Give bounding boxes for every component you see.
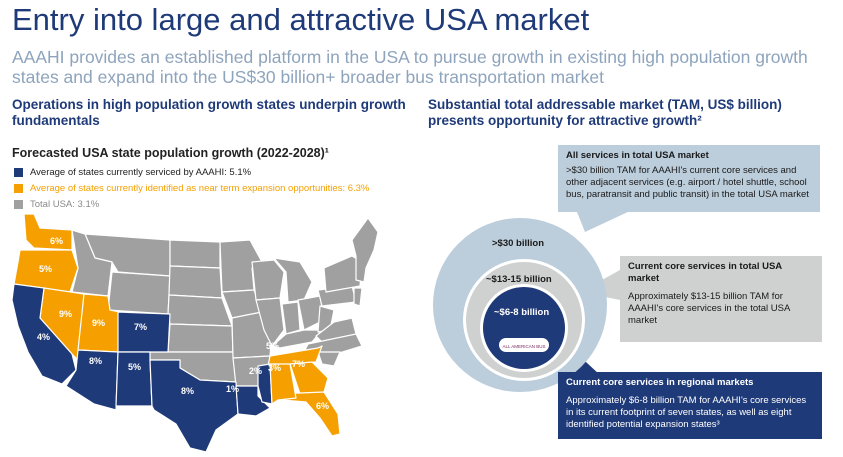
- legend-swatch-navy: [14, 168, 23, 177]
- state-ga: [289, 361, 329, 395]
- callout-all-services: All services in total USA market >$30 bi…: [558, 145, 820, 212]
- legend-swatch-orange: [14, 184, 23, 193]
- callout-body: >$30 billion TAM for AAAHI's current cor…: [566, 165, 809, 200]
- callout-regional-services: Current core services in regional market…: [558, 372, 822, 439]
- callout-core-services: Current core services in total USA marke…: [620, 256, 822, 342]
- callout-title: Current core services in total USA marke…: [628, 261, 782, 284]
- state-label-nm: 5%: [128, 362, 141, 372]
- state-nm: [115, 351, 153, 407]
- ring-label-outer: >$30 billion: [492, 238, 545, 249]
- legend-item-total: Total USA: 3.1%: [14, 199, 99, 210]
- state-in: [281, 301, 301, 335]
- legend-label: Average of states currently identified a…: [30, 183, 370, 194]
- callout-body: Approximately $13-15 billion TAM for AAA…: [628, 291, 790, 326]
- state-label-wa: 6%: [50, 236, 63, 246]
- state-ks: [167, 323, 234, 353]
- ring-inner-border: [480, 284, 568, 372]
- state-fl: [275, 391, 341, 437]
- callout-body: Approximately $6-8 billion TAM for AAAHI…: [566, 395, 807, 430]
- state-label-ms: 2%: [249, 366, 262, 376]
- state-tx: [149, 359, 239, 453]
- state-label-nv: 9%: [59, 309, 72, 319]
- state-label-ca: 4%: [37, 332, 50, 342]
- callout-pointer-core: [580, 270, 620, 300]
- right-section-heading: Substantial total addressable market (TA…: [428, 97, 782, 128]
- legend-item-serviced: Average of states currently serviced by …: [14, 167, 251, 178]
- state-new-england: [351, 217, 379, 283]
- ring-inner: [483, 287, 565, 369]
- state-label-ut: 9%: [92, 318, 105, 328]
- left-section-heading: Operations in high population growth sta…: [12, 97, 406, 128]
- state-label-ga: 7%: [292, 359, 305, 369]
- state-label-tn: 5%: [266, 341, 279, 351]
- callout-title: Current core services in regional market…: [566, 377, 754, 388]
- state-label-fl: 6%: [316, 401, 329, 411]
- legend-label: Total USA: 3.1%: [30, 199, 100, 210]
- state-nj: [353, 287, 363, 307]
- state-ca: [11, 283, 77, 385]
- callout-title: All services in total USA market: [566, 150, 709, 161]
- page-title: Entry into large and attractive USA mark…: [12, 2, 590, 37]
- ring-label-middle: ~$13-15 billion: [486, 274, 552, 285]
- state-label-tx: 8%: [181, 386, 194, 396]
- legend-label: Average of states currently serviced by …: [30, 167, 252, 178]
- legend-item-expansion: Average of states currently identified a…: [14, 183, 369, 194]
- state-ms: [257, 363, 273, 405]
- state-ne: [167, 294, 233, 327]
- state-wi: [251, 259, 285, 301]
- state-il: [255, 297, 285, 347]
- state-wa: [23, 213, 73, 251]
- ring-label-inner: ~$6-8 billion: [494, 307, 550, 318]
- state-sc: [317, 351, 341, 367]
- state-wy: [107, 271, 171, 315]
- state-label-al: 3%: [268, 363, 281, 373]
- company-logo: [499, 338, 549, 352]
- legend-swatch-grey: [14, 200, 23, 209]
- state-label-co: 7%: [134, 322, 147, 332]
- page-subtitle: AAAHI provides an established platform i…: [12, 47, 808, 87]
- state-label-az: 8%: [89, 356, 102, 366]
- state-nd: [169, 239, 221, 269]
- usa-map: 6% 5% 9% 9% 7% 4% 8% 5% 8% 1% 2% 3% 5% 7…: [11, 213, 379, 453]
- state-label-la: 1%: [226, 384, 239, 394]
- company-logo-text: ALL AMERICAN BUS: [502, 344, 545, 349]
- state-co: [117, 311, 171, 353]
- state-sd: [168, 265, 223, 299]
- state-al: [269, 363, 297, 405]
- state-label-or: 5%: [39, 264, 52, 274]
- map-title: Forecasted USA state population growth (…: [12, 146, 329, 160]
